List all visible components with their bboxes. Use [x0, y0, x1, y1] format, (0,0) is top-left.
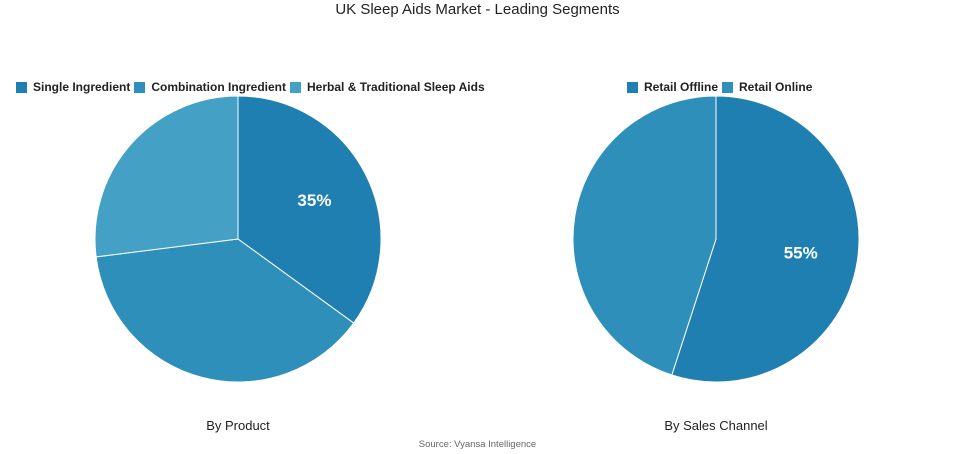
- data-label: 35%: [297, 191, 331, 210]
- source-note: Source: Vyansa Intelligence: [418, 439, 537, 450]
- pie-slice-retail-offline: [671, 95, 860, 383]
- legend-swatch: [722, 81, 734, 93]
- legend-item: Retail Offline: [627, 80, 718, 94]
- pie-slice-single-ingredient: [237, 95, 382, 324]
- chart-title: UK Sleep Aids Market - Leading Segments: [335, 1, 620, 18]
- legend-swatch: [290, 81, 302, 93]
- legend-item: Single Ingredient: [16, 80, 130, 94]
- pie-slice-herbal-traditional-sleep-aids: [94, 95, 239, 258]
- legend-swatch: [16, 81, 27, 93]
- pie-title-channel: By Sales Channel: [664, 418, 768, 433]
- legend-item: Retail Online: [722, 80, 812, 94]
- legend-label: Combination Ingredient: [151, 80, 287, 94]
- legend-item: Herbal & Traditional Sleep Aids: [290, 80, 485, 94]
- data-label: 55%: [784, 243, 818, 262]
- pie-slice-retail-online: [572, 95, 717, 376]
- legend-label: Retail Offline: [644, 80, 719, 94]
- legend-swatch: [627, 81, 638, 93]
- legend-label: Retail Online: [739, 80, 813, 94]
- pie-title-product: By Product: [206, 418, 270, 433]
- legend-product: Single Ingredient Combination Ingredient…: [16, 80, 489, 94]
- pie-slice-combination-ingredient: [95, 238, 355, 383]
- legend-label: Single Ingredient: [33, 80, 131, 94]
- legend-item: Combination Ingredient: [134, 80, 286, 94]
- legend-swatch: [134, 81, 146, 93]
- legend-channel: Retail Offline Retail Online: [627, 80, 816, 94]
- legend-label: Herbal & Traditional Sleep Aids: [307, 80, 485, 94]
